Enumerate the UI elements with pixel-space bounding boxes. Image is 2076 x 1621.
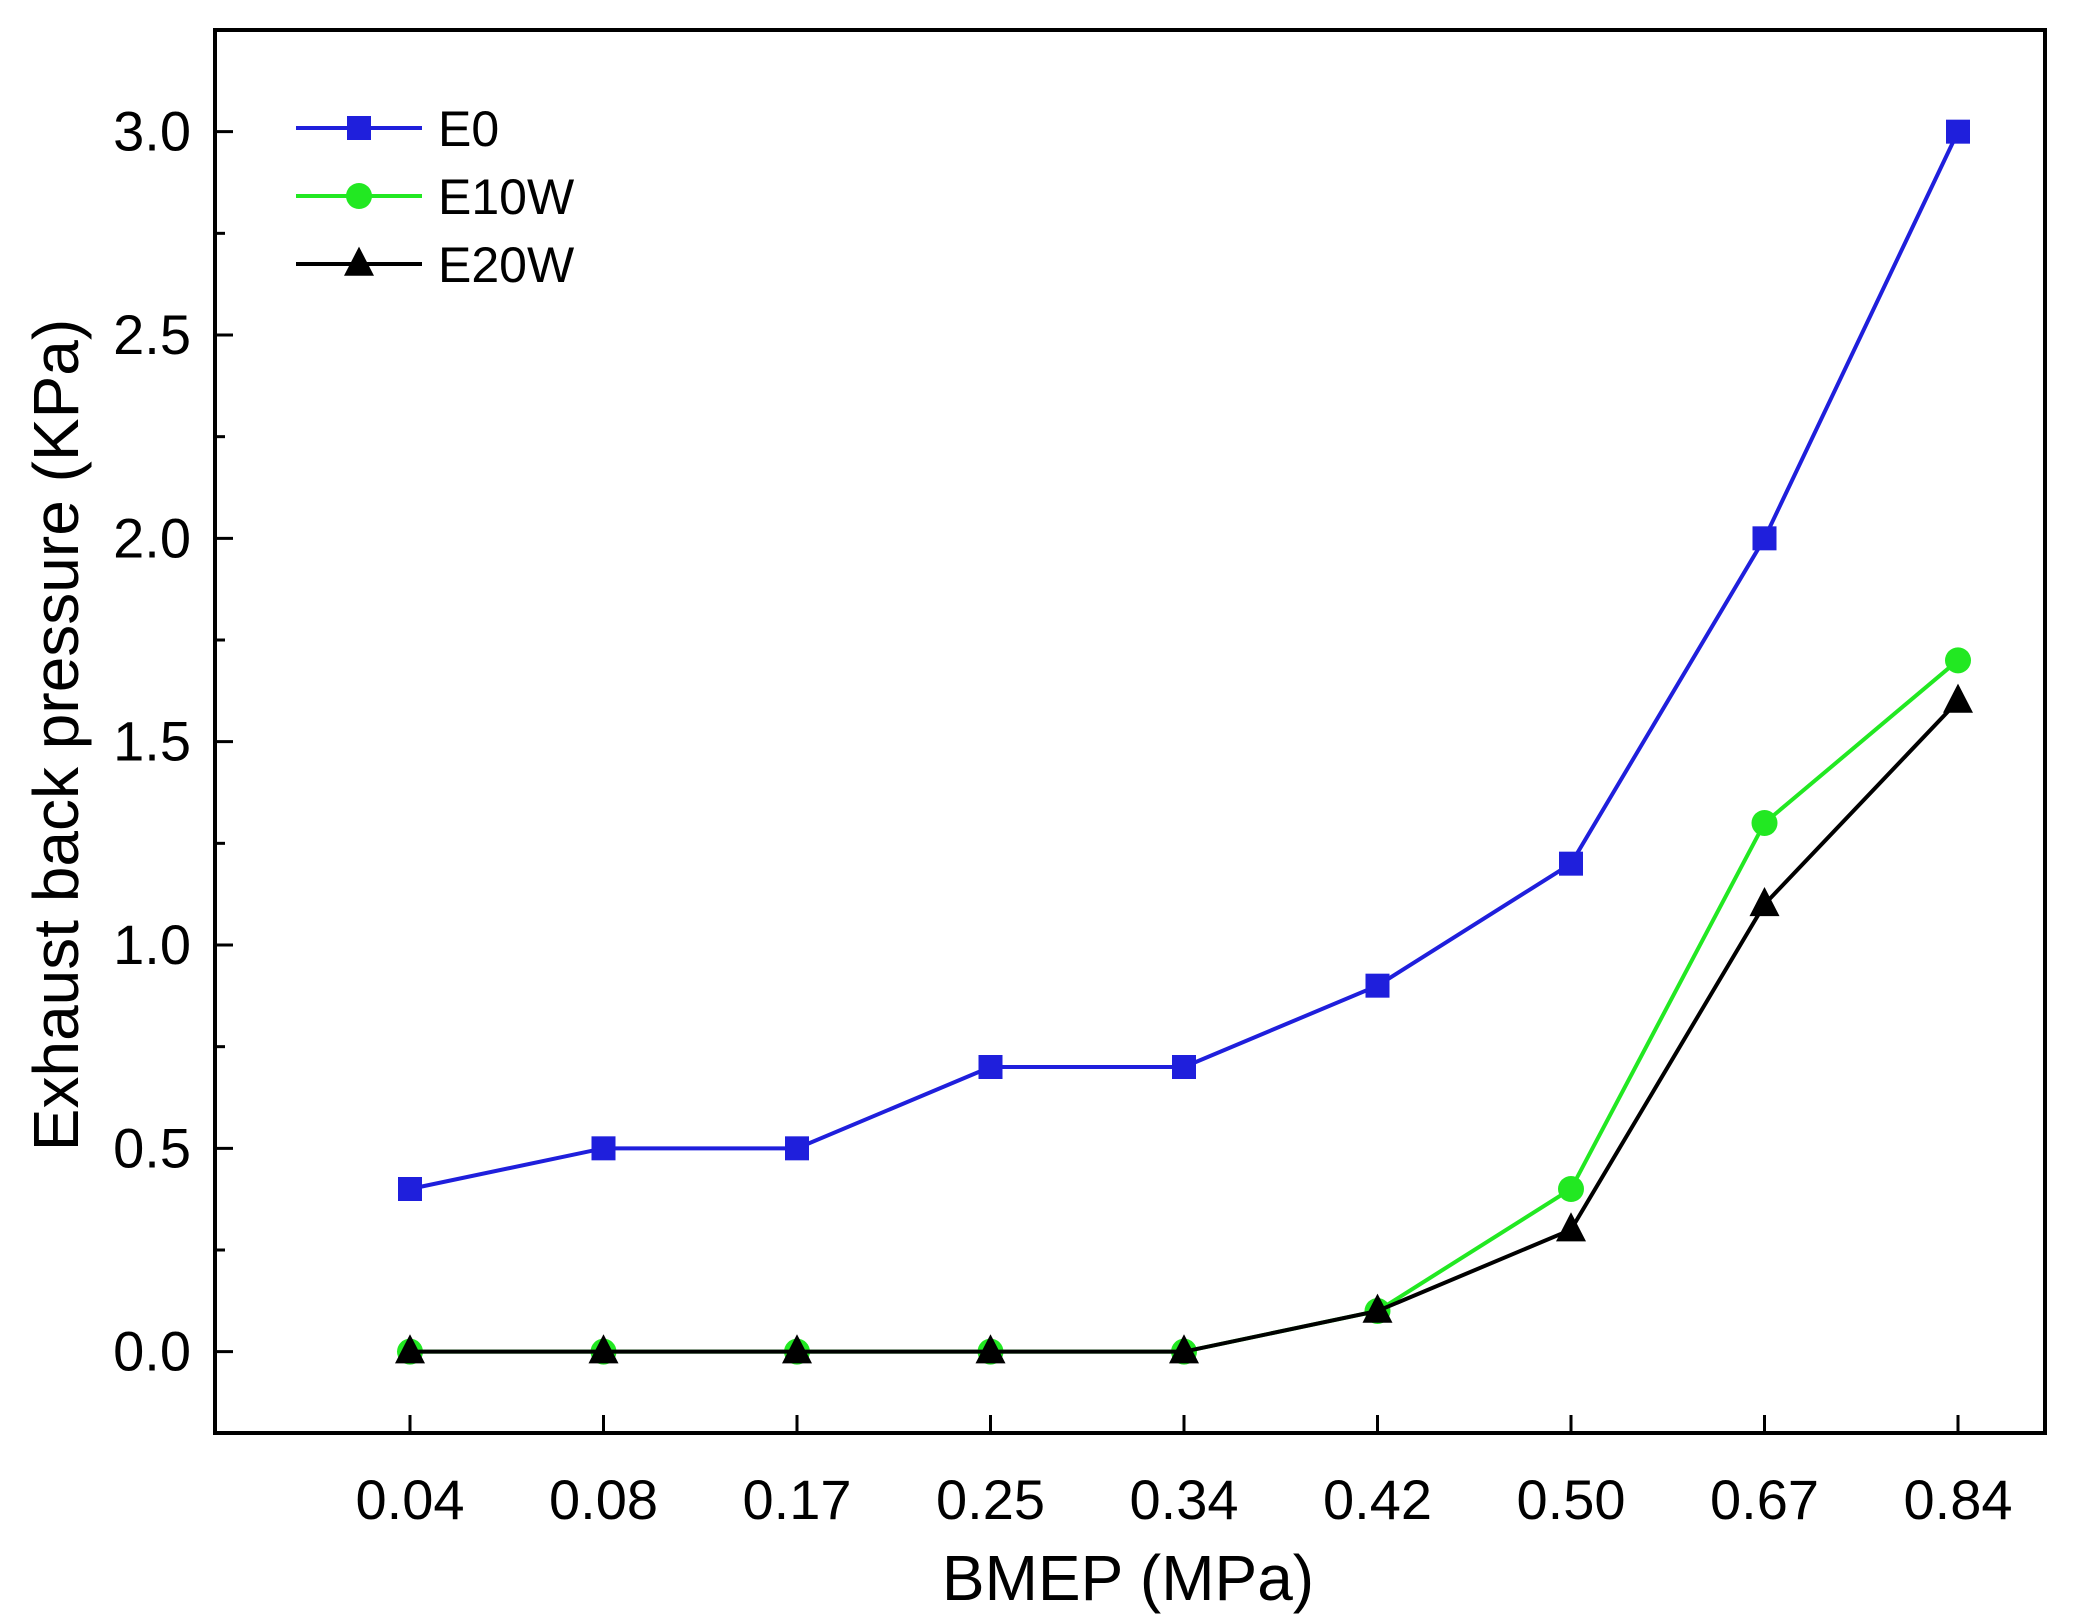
series-group bbox=[395, 119, 1973, 1365]
data-point-e0 bbox=[1365, 973, 1390, 998]
series-e0 bbox=[398, 119, 1970, 1201]
series-line-e10w bbox=[410, 658, 1960, 1354]
legend-marker-e10w bbox=[346, 183, 372, 209]
y-axis-title: Exhaust back pressure (KPa) bbox=[20, 319, 92, 1151]
legend: E0 E10W E20W bbox=[296, 101, 575, 293]
x-axis-title: BMEP (MPa) bbox=[942, 1542, 1314, 1614]
x-axis: 0.04 0.08 0.17 0.25 0.34 0.42 0.50 0.67 0.84 bbox=[356, 1415, 2013, 1531]
y-tick-label: 0.0 bbox=[113, 1320, 191, 1383]
data-point-e20w bbox=[1556, 1212, 1586, 1242]
data-point-e20w bbox=[1749, 886, 1780, 917]
legend-label-e10w: E10W bbox=[438, 169, 575, 225]
x-tick-label: 0.42 bbox=[1323, 1468, 1432, 1531]
y-tick-label: 2.0 bbox=[113, 506, 191, 569]
data-point-e0 bbox=[1172, 1055, 1196, 1079]
series-e20w bbox=[395, 683, 1973, 1364]
data-point-e20w bbox=[1943, 683, 1973, 713]
data-point-e20w bbox=[782, 1334, 812, 1364]
legend-item-e20w: E20W bbox=[296, 237, 575, 293]
y-tick-label: 1.5 bbox=[113, 710, 191, 773]
plot-frame-group bbox=[213, 28, 2047, 1435]
x-tick-label: 0.25 bbox=[936, 1468, 1045, 1531]
data-point-e0 bbox=[1752, 526, 1777, 551]
legend-item-e10w: E10W bbox=[296, 169, 575, 225]
data-point-e0 bbox=[591, 1136, 616, 1161]
x-tick-label: 0.84 bbox=[1904, 1468, 2013, 1531]
series-e10w bbox=[397, 647, 1971, 1365]
y-tick-label: 2.5 bbox=[113, 303, 191, 366]
x-tick-label: 0.50 bbox=[1517, 1468, 1626, 1531]
legend-marker-e0 bbox=[347, 116, 371, 140]
y-tick-label: 1.0 bbox=[113, 913, 191, 976]
plot-frame bbox=[213, 28, 2047, 1435]
legend-label-e0: E0 bbox=[438, 101, 499, 157]
data-point-e0 bbox=[785, 1136, 809, 1161]
data-point-e0 bbox=[398, 1177, 422, 1201]
x-tick-label: 0.34 bbox=[1130, 1468, 1239, 1531]
data-point-e20w bbox=[395, 1334, 425, 1364]
legend-item-e0: E0 bbox=[296, 101, 499, 157]
data-point-e0 bbox=[978, 1055, 1003, 1079]
x-tick-label: 0.67 bbox=[1710, 1468, 1819, 1531]
data-point-e0 bbox=[1559, 851, 1583, 876]
legend-label-e20w: E20W bbox=[438, 237, 575, 293]
data-point-e10w bbox=[1751, 810, 1778, 836]
legend-marker-e20w bbox=[344, 246, 374, 276]
data-point-e20w bbox=[1362, 1293, 1393, 1323]
x-tick-label: 0.17 bbox=[743, 1468, 852, 1531]
x-tick-label: 0.08 bbox=[549, 1468, 658, 1531]
data-point-e20w bbox=[588, 1334, 619, 1364]
data-point-e20w bbox=[1169, 1334, 1199, 1364]
series-line-e20w bbox=[410, 699, 1960, 1354]
data-point-e20w bbox=[975, 1334, 1006, 1364]
y-tick-label: 0.5 bbox=[113, 1116, 191, 1179]
y-axis: 0.0 0.5 1.0 1.5 2.0 2.5 3.0 bbox=[113, 28, 233, 1383]
data-point-e10w bbox=[1558, 1176, 1584, 1202]
data-point-e0 bbox=[1946, 119, 1970, 144]
series-line-e0 bbox=[409, 130, 1960, 1191]
y-tick-label: 3.0 bbox=[113, 100, 191, 163]
x-tick-label: 0.04 bbox=[356, 1468, 465, 1531]
data-point-e10w bbox=[1945, 647, 1971, 674]
